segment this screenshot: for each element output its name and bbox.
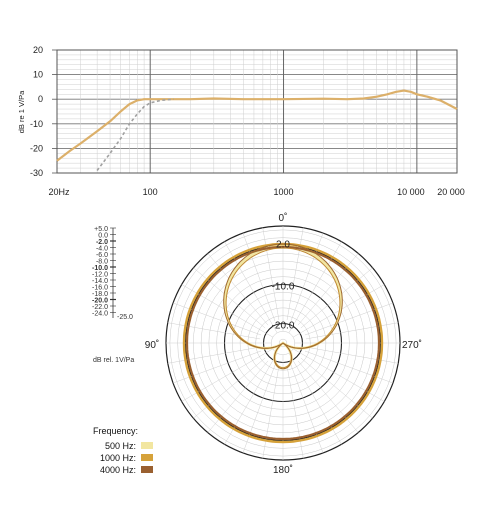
polar-series	[182, 242, 384, 444]
polar-spoke	[207, 253, 269, 326]
polar-series-outline	[225, 247, 341, 369]
legend-items: 500 Hz: 1000 Hz: 4000 Hz:	[100, 441, 153, 475]
polar-ring-label: 2.0	[276, 240, 290, 251]
legend-item-label: 4000 Hz:	[100, 465, 136, 475]
frequency-series-line-1	[56, 89, 458, 162]
polar-series-outline	[223, 243, 343, 370]
db-scale-bar: +5.00.0-2.0-4.0-6.0-8.0-10.0-12.0-14.0-1…	[92, 226, 134, 364]
angle-label-90: 90˚	[145, 339, 159, 351]
frequency-y-tick-label: 10	[33, 70, 43, 80]
frequency-x-tick-label: 100	[143, 187, 158, 197]
scale-ticks: +5.00.0-2.0-4.0-6.0-8.0-10.0-12.0-14.0-1…	[92, 226, 133, 321]
polar-spoke	[306, 346, 399, 364]
frequency-y-tick-label: 20	[33, 45, 43, 55]
legend-swatch	[141, 454, 153, 461]
polar-spoke	[297, 360, 359, 433]
scale-label: -16.0	[92, 285, 108, 292]
polar-spoke	[193, 357, 266, 419]
frequency-y-tick-label: 0	[38, 94, 43, 104]
polar-ring	[278, 338, 288, 348]
polar-spoke	[262, 366, 280, 459]
polar-spoke	[224, 353, 278, 445]
polar-spoke	[181, 348, 273, 402]
polar-series-line-3	[185, 245, 381, 441]
scale-unit-label: dB rel. 1V/Pa	[93, 357, 134, 364]
scale-label: -22.0	[92, 304, 108, 311]
frequency-x-tick-label: 20Hz	[48, 187, 70, 197]
polar-spoke	[300, 357, 373, 419]
polar-spoke	[193, 267, 266, 329]
frequency-y-tick-label: -10	[30, 119, 43, 129]
frequency-plot-frame	[56, 49, 458, 174]
polar-spoke	[304, 302, 394, 336]
scale-label: -20.0	[92, 298, 108, 305]
polar-spoke	[293, 348, 385, 402]
polar-spoke	[172, 350, 262, 384]
polar-spoke	[306, 322, 399, 340]
polar-spoke	[172, 302, 262, 336]
scale-label: -4.0	[96, 246, 108, 253]
scale-label: -2.0	[96, 239, 108, 246]
polar-spoke	[286, 227, 304, 320]
scale-label: -24.0	[92, 311, 108, 318]
polar-spoke	[290, 232, 324, 322]
polar-spoke	[207, 360, 269, 433]
frequency-series-line-2	[96, 98, 174, 171]
legend-swatch	[141, 466, 153, 473]
scale-label: -12.0	[92, 272, 108, 279]
angle-label-0: 0˚	[279, 212, 288, 224]
frequency-y-tick-label: -30	[30, 168, 43, 178]
polar-spoke	[167, 346, 260, 364]
polar-spoke	[167, 322, 260, 340]
frequency-x-tick-label: 1000	[274, 187, 294, 197]
polar-series-line-2	[182, 242, 384, 444]
legend-item-label: 500 Hz:	[105, 441, 136, 451]
polar-spoke	[262, 227, 280, 320]
frequency-legend: Frequency: 500 Hz: 1000 Hz: 4000 Hz:	[93, 426, 153, 475]
legend-title: Frequency:	[93, 426, 138, 436]
scale-label: -6.0	[96, 252, 108, 259]
polar-spoke	[286, 366, 304, 459]
polar-ring-label: -10.0	[272, 282, 295, 293]
scale-label: -14.0	[92, 278, 108, 285]
frequency-grid	[56, 49, 458, 174]
frequency-x-ticks: 20Hz 100 1000 10 000 20 000	[48, 187, 464, 197]
polar-spoke	[304, 350, 394, 384]
polar-spoke	[297, 253, 359, 326]
legend-swatch	[141, 442, 153, 449]
frequency-series	[56, 89, 458, 171]
polar-spoke	[290, 364, 324, 454]
frequency-y-tick-label: -20	[30, 143, 43, 153]
frequency-x-tick-label: 20 000	[437, 187, 465, 197]
polar-spoke	[288, 353, 342, 445]
scale-label: -10.0	[92, 265, 108, 272]
scale-label: -8.0	[96, 259, 108, 266]
polar-ring-label: -20.0	[272, 321, 295, 332]
frequency-y-axis-label: dB re 1 V/Pa	[17, 90, 26, 133]
angle-label-180: 180˚	[273, 464, 293, 476]
polar-spoke	[242, 232, 276, 322]
frequency-x-tick-label: 10 000	[397, 187, 425, 197]
angle-label-270: 270˚	[402, 339, 422, 351]
polar-ring-labels: -10.0 -20.0 2.0	[272, 240, 295, 332]
scale-label: 0.0	[98, 233, 108, 240]
polar-pattern-chart: -10.0 -20.0 2.0 0˚ 90˚ 180˚ 270˚	[145, 212, 422, 476]
frequency-y-ticks: 20 10 0 -10 -20 -30	[30, 45, 57, 178]
scale-label: -25.0	[117, 314, 133, 321]
scale-label: +5.0	[94, 226, 108, 233]
scale-label: -18.0	[92, 291, 108, 298]
polar-spoke	[300, 267, 373, 329]
polar-spoke	[242, 364, 276, 454]
legend-item-label: 1000 Hz:	[100, 453, 136, 463]
